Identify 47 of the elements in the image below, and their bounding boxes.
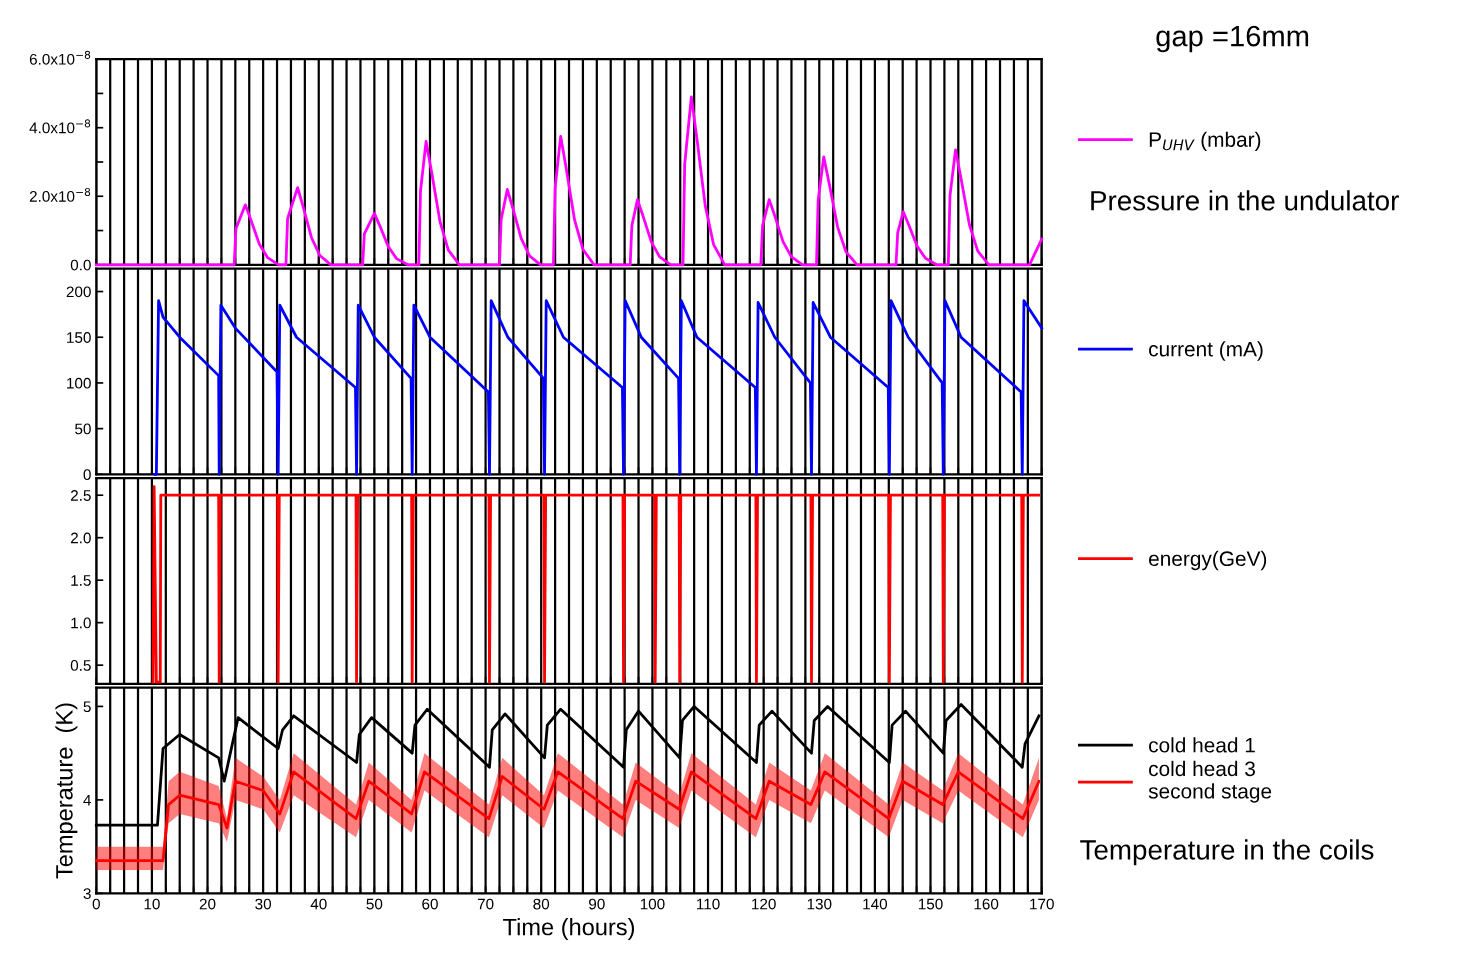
x-tick-label: 150 [918, 898, 943, 910]
x-tick-label: 0 [92, 898, 100, 910]
legend-label: current (mA) [1149, 341, 1263, 361]
line-series [94, 770, 1041, 863]
x-tick-label: 50 [366, 898, 383, 910]
y-tick-label: 4 [83, 794, 91, 806]
y-tick-label: 3 [83, 888, 91, 900]
x-tick-label: 10 [144, 898, 160, 910]
x-tick-label: 40 [310, 898, 327, 910]
legend-label: P$_{UHV}$ (mbar) [1149, 131, 1261, 152]
text: gap =16mm [1156, 25, 1309, 53]
y-tick-label: 1.0 [71, 617, 91, 629]
y-tick-label: 0 [83, 469, 91, 481]
x-tick-label: 170 [1030, 898, 1054, 910]
y-tick-label: 50 [75, 423, 91, 435]
text: Pressure in the undulator [1091, 190, 1399, 211]
x-tick-label: 160 [974, 898, 999, 910]
x-tick-label: 20 [199, 898, 216, 910]
x-tick-label: 80 [533, 898, 550, 910]
x-tick-label: 130 [807, 898, 832, 910]
y-tick-label: 2.0 [70, 532, 91, 544]
y-tick-label: 150 [67, 332, 91, 343]
y-tick-label: 5 [83, 701, 91, 713]
y-axis-title: Temperature (K) [55, 703, 78, 879]
legend-label: energy(GeV) [1149, 550, 1267, 571]
legend-label: cold head 3 second stage [1148, 760, 1272, 803]
x-axis-title: Time (hours) [503, 918, 635, 941]
line-series [153, 299, 1044, 476]
x-tick-label: 120 [752, 898, 776, 910]
x-tick-label: 140 [863, 898, 888, 910]
x-tick-label: 110 [697, 898, 720, 910]
y-tick-label: 2.5 [70, 490, 91, 501]
x-tick-label: 90 [589, 898, 605, 910]
y-tick-label: 0.0 [70, 259, 91, 271]
x-tick-label: 100 [640, 898, 665, 910]
y-tick-label: 2.0x10$^{−8}$ [29, 187, 91, 202]
y-tick-label: 100 [67, 377, 91, 389]
y-tick-label: 0.5 [70, 660, 91, 671]
text: Temperature in the coils [1080, 839, 1374, 866]
legend-label: cold head 1 [1149, 737, 1255, 753]
y-tick-label: 4.0x10$^{−8}$ [29, 119, 91, 134]
x-tick-label: 70 [477, 898, 494, 910]
x-tick-label: 30 [255, 898, 272, 910]
y-tick-label: 1.5 [71, 575, 91, 586]
y-tick-label: 200 [66, 286, 91, 298]
y-tick-label: 6.0x10$^{−8}$ [29, 50, 91, 65]
x-tick-label: 60 [422, 898, 438, 910]
